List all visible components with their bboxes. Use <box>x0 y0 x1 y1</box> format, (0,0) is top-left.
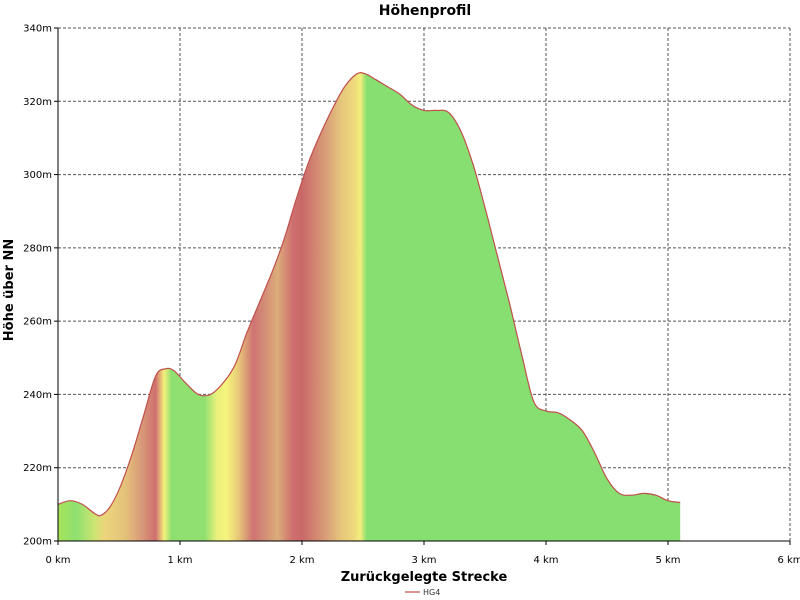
x-tick-label: 4 km <box>533 555 558 566</box>
y-tick-label: 280m <box>23 243 52 254</box>
y-tick-label: 340m <box>23 24 52 35</box>
y-tick-label: 220m <box>23 463 52 474</box>
x-tick-label: 0 km <box>45 555 70 566</box>
chart-title: Höhenprofil <box>379 3 471 19</box>
x-axis-ticks: 0 km 1 km 2 km 3 km 4 km 5 km 6 km <box>45 541 800 566</box>
series-line-hg4 <box>57 72 681 517</box>
x-tick-label: 6 km <box>777 555 800 566</box>
y-tick-label: 320m <box>23 97 52 108</box>
x-tick-label: 5 km <box>655 555 680 566</box>
legend-label-hg4: HG4 <box>423 588 440 597</box>
legend: HG4 <box>405 588 440 597</box>
x-tick-label: 3 km <box>411 555 436 566</box>
y-axis-ticks: 200m 220m 240m 260m 280m 300m 320m 340m <box>23 24 58 548</box>
y-tick-label: 240m <box>23 390 52 401</box>
x-tick-label: 1 km <box>167 555 192 566</box>
y-axis-label: Höhe über NN <box>2 239 17 341</box>
y-tick-label: 300m <box>23 170 52 181</box>
y-tick-label: 200m <box>23 537 52 548</box>
y-tick-label: 260m <box>23 317 52 328</box>
x-axis-label: Zurückgelegte Strecke <box>341 570 508 585</box>
elevation-area <box>58 72 681 542</box>
x-tick-label: 2 km <box>289 555 314 566</box>
plot-area <box>57 72 681 542</box>
